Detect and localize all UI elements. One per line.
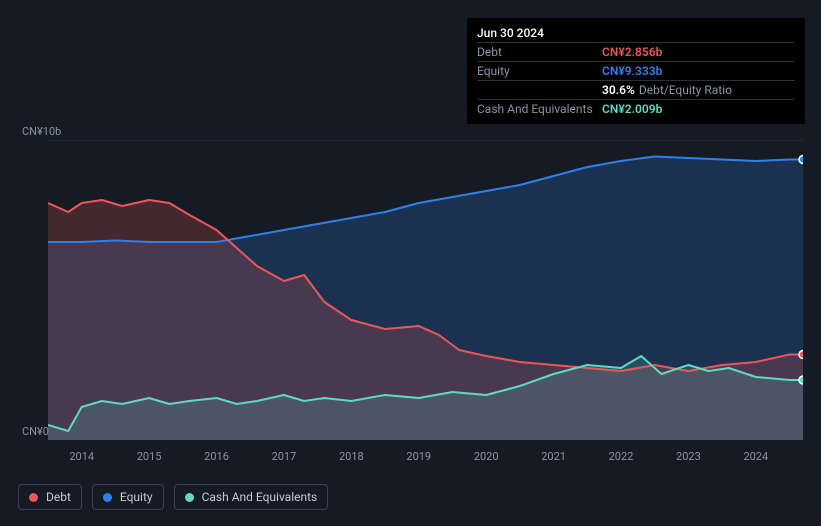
tooltip-row-value: CN¥2.009b: [602, 102, 662, 116]
tooltip-row: Cash And EquivalentsCN¥2.009b: [477, 100, 795, 118]
tooltip-row: 30.6% Debt/Equity Ratio: [477, 81, 795, 100]
chart-area[interactable]: [48, 140, 803, 440]
x-tick-label: 2024: [743, 450, 768, 463]
tooltip-row-label: Cash And Equivalents: [477, 102, 602, 116]
legend-label: Equity: [120, 490, 153, 504]
legend-dot-icon: [185, 493, 194, 502]
legend-item-cash-and-equivalents[interactable]: Cash And Equivalents: [174, 484, 329, 510]
y-axis-top-label: CN¥10b: [22, 125, 61, 138]
x-tick-label: 2019: [406, 450, 431, 463]
x-tick-label: 2015: [137, 450, 162, 463]
x-tick-label: 2014: [69, 450, 94, 463]
x-tick-label: 2021: [541, 450, 566, 463]
equity-end-marker: [799, 156, 803, 164]
debt-end-marker: [799, 351, 803, 359]
area-chart-svg: [48, 140, 803, 440]
tooltip-row-label: Debt: [477, 45, 602, 59]
x-tick-label: 2016: [204, 450, 229, 463]
x-tick-label: 2023: [676, 450, 701, 463]
x-tick-label: 2018: [339, 450, 364, 463]
x-tick-label: 2017: [272, 450, 297, 463]
legend: Debt Equity Cash And Equivalents: [18, 484, 328, 510]
tooltip-row: DebtCN¥2.856b: [477, 43, 795, 62]
legend-item-debt[interactable]: Debt: [18, 484, 82, 510]
tooltip-row-label: Equity: [477, 64, 602, 78]
tooltip-row-value: 30.6%: [602, 83, 635, 97]
tooltip-date: Jun 30 2024: [477, 26, 602, 40]
tooltip-row-value: CN¥2.856b: [602, 45, 662, 59]
x-tick-label: 2020: [474, 450, 499, 463]
legend-item-equity[interactable]: Equity: [92, 484, 164, 510]
x-tick-label: 2022: [609, 450, 634, 463]
tooltip-panel: Jun 30 2024 DebtCN¥2.856bEquityCN¥9.333b…: [467, 18, 805, 124]
y-axis-bottom-label: CN¥0: [22, 425, 49, 438]
tooltip-row: EquityCN¥9.333b: [477, 62, 795, 81]
legend-label: Cash And Equivalents: [202, 490, 318, 504]
tooltip-date-row: Jun 30 2024: [477, 24, 795, 43]
legend-label: Debt: [46, 490, 71, 504]
legend-dot-icon: [103, 493, 112, 502]
tooltip-row-value: CN¥9.333b: [602, 64, 662, 78]
tooltip-row-suffix: Debt/Equity Ratio: [639, 83, 732, 97]
tooltip-row-label: [477, 83, 602, 97]
legend-dot-icon: [29, 493, 38, 502]
cash-end-marker: [799, 376, 803, 384]
